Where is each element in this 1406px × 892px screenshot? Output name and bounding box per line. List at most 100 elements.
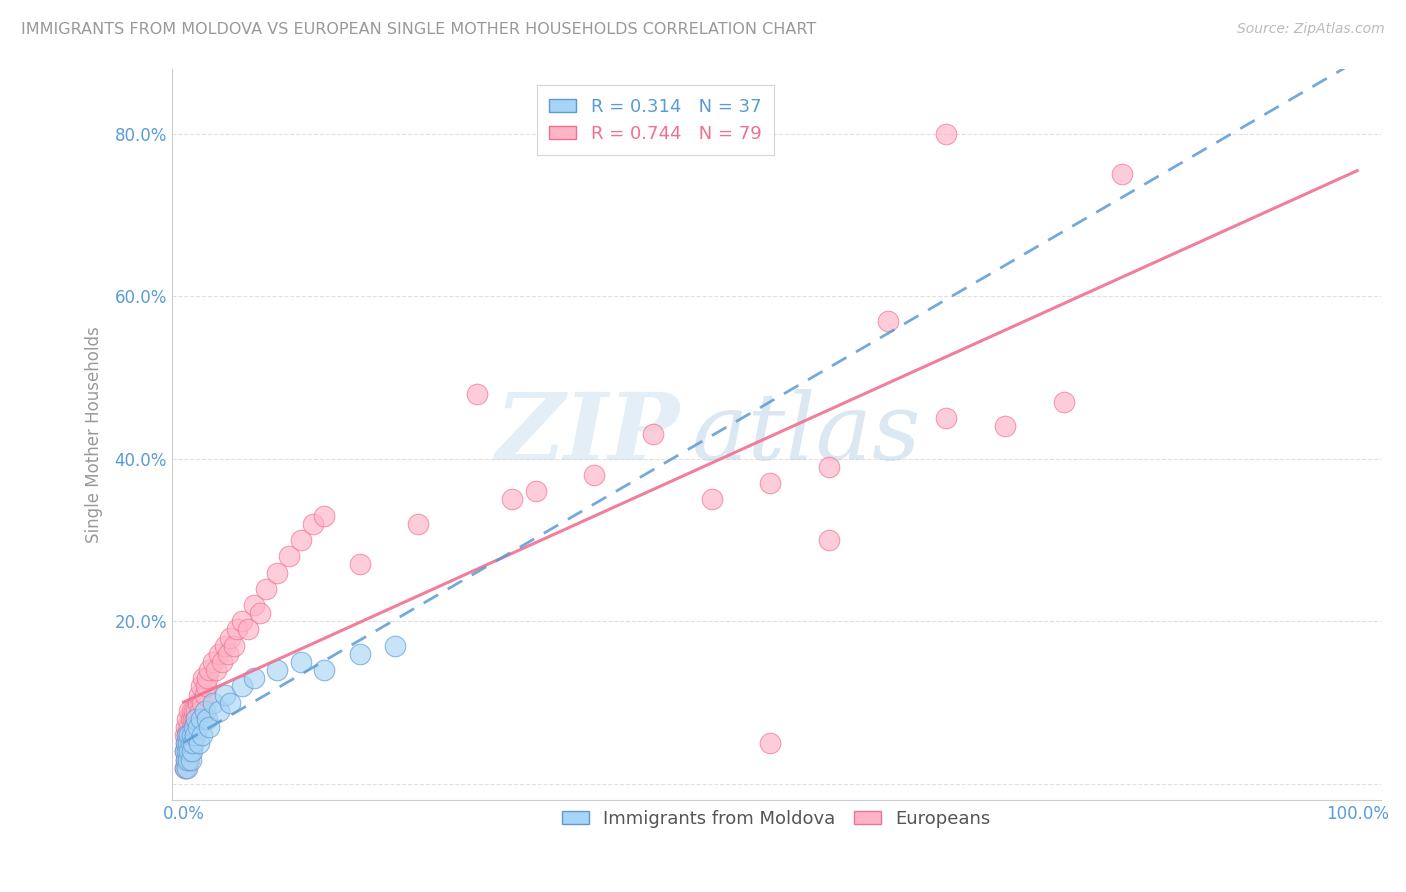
Point	[249, 606, 271, 620]
Point	[214, 639, 236, 653]
Point	[181, 712, 204, 726]
Point	[190, 680, 212, 694]
Point	[226, 623, 249, 637]
Point	[173, 728, 195, 742]
Point	[219, 696, 242, 710]
Point	[818, 533, 841, 547]
Point	[180, 736, 202, 750]
Point	[876, 313, 898, 327]
Point	[177, 736, 200, 750]
Point	[177, 753, 200, 767]
Point	[174, 720, 197, 734]
Point	[187, 696, 209, 710]
Point	[181, 728, 204, 742]
Point	[208, 647, 231, 661]
Point	[176, 728, 198, 742]
Point	[935, 411, 957, 425]
Point	[191, 696, 214, 710]
Point	[214, 688, 236, 702]
Point	[188, 704, 211, 718]
Point	[176, 728, 198, 742]
Point	[314, 508, 336, 523]
Text: atlas: atlas	[692, 390, 921, 479]
Point	[190, 712, 212, 726]
Point	[314, 663, 336, 677]
Text: IMMIGRANTS FROM MOLDOVA VS EUROPEAN SINGLE MOTHER HOUSEHOLDS CORRELATION CHART: IMMIGRANTS FROM MOLDOVA VS EUROPEAN SING…	[21, 22, 817, 37]
Point	[183, 720, 205, 734]
Point	[254, 582, 277, 596]
Point	[290, 655, 312, 669]
Legend: Immigrants from Moldova, Europeans: Immigrants from Moldova, Europeans	[555, 803, 998, 835]
Point	[184, 712, 207, 726]
Point	[179, 736, 201, 750]
Point	[187, 736, 209, 750]
Point	[176, 712, 198, 726]
Point	[179, 728, 201, 742]
Point	[183, 704, 205, 718]
Point	[176, 744, 198, 758]
Y-axis label: Single Mother Households: Single Mother Households	[86, 326, 103, 542]
Point	[465, 386, 488, 401]
Point	[1053, 395, 1076, 409]
Point	[994, 419, 1017, 434]
Point	[187, 720, 209, 734]
Point	[179, 744, 201, 758]
Point	[198, 720, 221, 734]
Text: ZIP: ZIP	[495, 390, 679, 479]
Point	[174, 753, 197, 767]
Point	[191, 728, 214, 742]
Point	[759, 476, 782, 491]
Point	[174, 736, 197, 750]
Point	[231, 615, 253, 629]
Point	[184, 728, 207, 742]
Point	[301, 516, 323, 531]
Point	[174, 753, 197, 767]
Point	[174, 736, 197, 750]
Point	[266, 566, 288, 580]
Point	[201, 696, 224, 710]
Point	[194, 704, 217, 718]
Point	[180, 744, 202, 758]
Point	[349, 647, 371, 661]
Point	[583, 468, 606, 483]
Point	[180, 720, 202, 734]
Point	[1111, 167, 1133, 181]
Point	[173, 761, 195, 775]
Point	[176, 736, 198, 750]
Point	[173, 744, 195, 758]
Point	[173, 744, 195, 758]
Point	[236, 623, 259, 637]
Point	[217, 647, 239, 661]
Point	[186, 712, 208, 726]
Point	[219, 631, 242, 645]
Point	[211, 655, 233, 669]
Point	[194, 680, 217, 694]
Point	[180, 704, 202, 718]
Point	[176, 753, 198, 767]
Point	[243, 598, 266, 612]
Point	[205, 663, 228, 677]
Point	[208, 704, 231, 718]
Point	[818, 459, 841, 474]
Point	[195, 671, 218, 685]
Point	[524, 484, 547, 499]
Point	[180, 712, 202, 726]
Point	[173, 761, 195, 775]
Point	[180, 744, 202, 758]
Point	[186, 704, 208, 718]
Point	[198, 663, 221, 677]
Point	[176, 744, 198, 758]
Point	[184, 728, 207, 742]
Point	[177, 753, 200, 767]
Point	[759, 736, 782, 750]
Point	[406, 516, 429, 531]
Point	[201, 655, 224, 669]
Point	[222, 639, 245, 653]
Point	[180, 736, 202, 750]
Point	[180, 753, 202, 767]
Point	[195, 712, 218, 726]
Point	[174, 761, 197, 775]
Point	[290, 533, 312, 547]
Point	[176, 761, 198, 775]
Point	[349, 558, 371, 572]
